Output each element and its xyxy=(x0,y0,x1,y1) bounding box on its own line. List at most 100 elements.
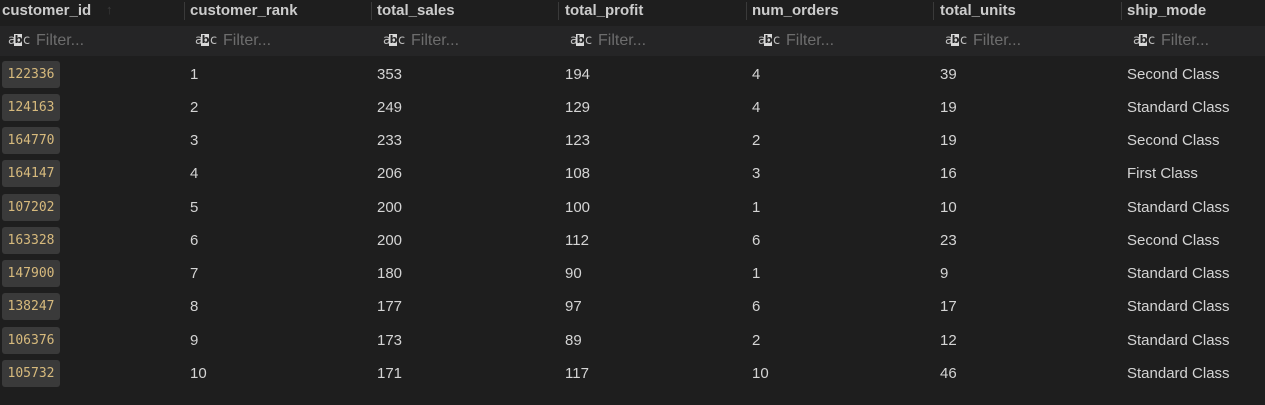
filter-input[interactable] xyxy=(973,32,1103,50)
ship-mode-cell[interactable]: Standard Class xyxy=(1127,365,1230,382)
total-sales-cell[interactable]: 233 xyxy=(377,132,403,149)
customer-rank-cell[interactable]: 1 xyxy=(190,66,199,83)
customer-id-cell[interactable]: 147900 xyxy=(2,260,60,287)
sort-arrow-icon[interactable]: ↑ xyxy=(106,2,113,17)
total-profit-cell[interactable]: 89 xyxy=(565,332,582,349)
total-profit-cell[interactable]: 90 xyxy=(565,265,582,282)
total-units-cell[interactable]: 12 xyxy=(940,332,957,349)
num-orders-cell[interactable]: 10 xyxy=(752,365,769,382)
num-orders-cell[interactable]: 1 xyxy=(752,265,761,282)
total-sales-cell[interactable]: 200 xyxy=(377,199,403,216)
header-num-orders[interactable]: num_orders xyxy=(752,0,839,24)
header-total-sales[interactable]: total_sales xyxy=(377,0,455,24)
ship-mode-cell[interactable]: Second Class xyxy=(1127,66,1220,83)
ship-mode-cell[interactable]: Standard Class xyxy=(1127,199,1230,216)
num-orders-cell[interactable]: 6 xyxy=(752,298,761,315)
table-row[interactable]: 164147 4 206 108 3 16 First Class xyxy=(0,157,1265,190)
customer-id-cell[interactable]: 107202 xyxy=(2,194,60,221)
total-units-cell[interactable]: 39 xyxy=(940,66,957,83)
total-units-cell[interactable]: 23 xyxy=(940,232,957,249)
total-units-cell[interactable]: 19 xyxy=(940,132,957,149)
total-profit-cell[interactable]: 100 xyxy=(565,199,591,216)
total-sales-cell[interactable]: 200 xyxy=(377,232,403,249)
filter-input[interactable] xyxy=(598,32,728,50)
table-row[interactable]: 147900 7 180 90 1 9 Standard Class xyxy=(0,257,1265,290)
total-sales-cell[interactable]: 173 xyxy=(377,332,403,349)
filter-input[interactable] xyxy=(786,32,916,50)
filter-input[interactable] xyxy=(411,32,541,50)
customer-id-cell[interactable]: 124163 xyxy=(2,94,60,121)
table-row[interactable]: 122336 1 353 194 4 39 Second Class xyxy=(0,58,1265,91)
customer-rank-cell[interactable]: 10 xyxy=(190,365,207,382)
header-total-profit[interactable]: total_profit xyxy=(565,0,643,24)
filter-input[interactable] xyxy=(223,32,353,50)
customer-rank-cell[interactable]: 8 xyxy=(190,298,199,315)
total-sales-cell[interactable]: 249 xyxy=(377,99,403,116)
ship-mode-cell[interactable]: Standard Class xyxy=(1127,298,1230,315)
table-row[interactable]: 163328 6 200 112 6 23 Second Class xyxy=(0,224,1265,257)
total-sales-cell[interactable]: 171 xyxy=(377,365,403,382)
total-units-cell[interactable]: 19 xyxy=(940,99,957,116)
customer-id-cell[interactable]: 138247 xyxy=(2,293,60,320)
num-orders-cell[interactable]: 4 xyxy=(752,66,761,83)
customer-id-cell[interactable]: 164147 xyxy=(2,160,60,187)
ship-mode-cell[interactable]: Standard Class xyxy=(1127,332,1230,349)
column-resize-handle[interactable] xyxy=(933,2,934,20)
num-orders-cell[interactable]: 6 xyxy=(752,232,761,249)
ship-mode-cell[interactable]: Second Class xyxy=(1127,232,1220,249)
table-row[interactable]: 107202 5 200 100 1 10 Standard Class xyxy=(0,191,1265,224)
total-units-cell[interactable]: 16 xyxy=(940,165,957,182)
customer-id-cell[interactable]: 164770 xyxy=(2,127,60,154)
total-sales-cell[interactable]: 180 xyxy=(377,265,403,282)
customer-id-cell[interactable]: 106376 xyxy=(2,327,60,354)
total-profit-cell[interactable]: 112 xyxy=(565,232,589,249)
column-resize-handle[interactable] xyxy=(746,2,747,20)
total-units-cell[interactable]: 46 xyxy=(940,365,957,382)
table-row[interactable]: 164770 3 233 123 2 19 Second Class xyxy=(0,124,1265,157)
total-units-cell[interactable]: 10 xyxy=(940,199,957,216)
total-profit-cell[interactable]: 123 xyxy=(565,132,591,149)
total-sales-cell[interactable]: 177 xyxy=(377,298,403,315)
customer-rank-cell[interactable]: 3 xyxy=(190,132,199,149)
table-row[interactable]: 106376 9 173 89 2 12 Standard Class xyxy=(0,324,1265,357)
num-orders-cell[interactable]: 3 xyxy=(752,165,761,182)
num-orders-cell[interactable]: 2 xyxy=(752,132,761,149)
customer-rank-cell[interactable]: 9 xyxy=(190,332,199,349)
customer-rank-cell[interactable]: 2 xyxy=(190,99,199,116)
ship-mode-cell[interactable]: Second Class xyxy=(1127,132,1220,149)
header-customer-rank[interactable]: customer_rank xyxy=(190,0,298,24)
total-sales-cell[interactable]: 353 xyxy=(377,66,403,83)
table-row[interactable]: 124163 2 249 129 4 19 Standard Class xyxy=(0,91,1265,124)
filter-input[interactable] xyxy=(1161,32,1261,50)
customer-id-cell[interactable]: 105732 xyxy=(2,360,60,387)
customer-id-cell[interactable]: 122336 xyxy=(2,61,60,88)
total-profit-cell[interactable]: 108 xyxy=(565,165,591,182)
filter-input[interactable] xyxy=(36,32,166,50)
customer-rank-cell[interactable]: 4 xyxy=(190,165,199,182)
total-profit-cell[interactable]: 194 xyxy=(565,66,591,83)
table-row[interactable]: 105732 10 171 117 10 46 Standard Class xyxy=(0,357,1265,390)
total-profit-cell[interactable]: 117 xyxy=(565,365,589,382)
ship-mode-cell[interactable]: Standard Class xyxy=(1127,99,1230,116)
header-ship-mode[interactable]: ship_mode xyxy=(1127,0,1206,24)
column-resize-handle[interactable] xyxy=(558,2,559,20)
num-orders-cell[interactable]: 4 xyxy=(752,99,761,116)
num-orders-cell[interactable]: 2 xyxy=(752,332,761,349)
ship-mode-cell[interactable]: First Class xyxy=(1127,165,1198,182)
total-units-cell[interactable]: 17 xyxy=(940,298,957,315)
num-orders-cell[interactable]: 1 xyxy=(752,199,761,216)
total-profit-cell[interactable]: 97 xyxy=(565,298,582,315)
header-total-units[interactable]: total_units xyxy=(940,0,1016,24)
customer-id-cell[interactable]: 163328 xyxy=(2,227,60,254)
total-units-cell[interactable]: 9 xyxy=(940,265,949,282)
ship-mode-cell[interactable]: Standard Class xyxy=(1127,265,1230,282)
column-resize-handle[interactable] xyxy=(184,2,185,20)
customer-rank-cell[interactable]: 5 xyxy=(190,199,199,216)
customer-rank-cell[interactable]: 6 xyxy=(190,232,199,249)
column-resize-handle[interactable] xyxy=(1121,2,1122,20)
header-customer-id[interactable]: customer_id xyxy=(2,0,91,24)
column-resize-handle[interactable] xyxy=(371,2,372,20)
total-sales-cell[interactable]: 206 xyxy=(377,165,403,182)
table-row[interactable]: 138247 8 177 97 6 17 Standard Class xyxy=(0,290,1265,323)
total-profit-cell[interactable]: 129 xyxy=(565,99,591,116)
